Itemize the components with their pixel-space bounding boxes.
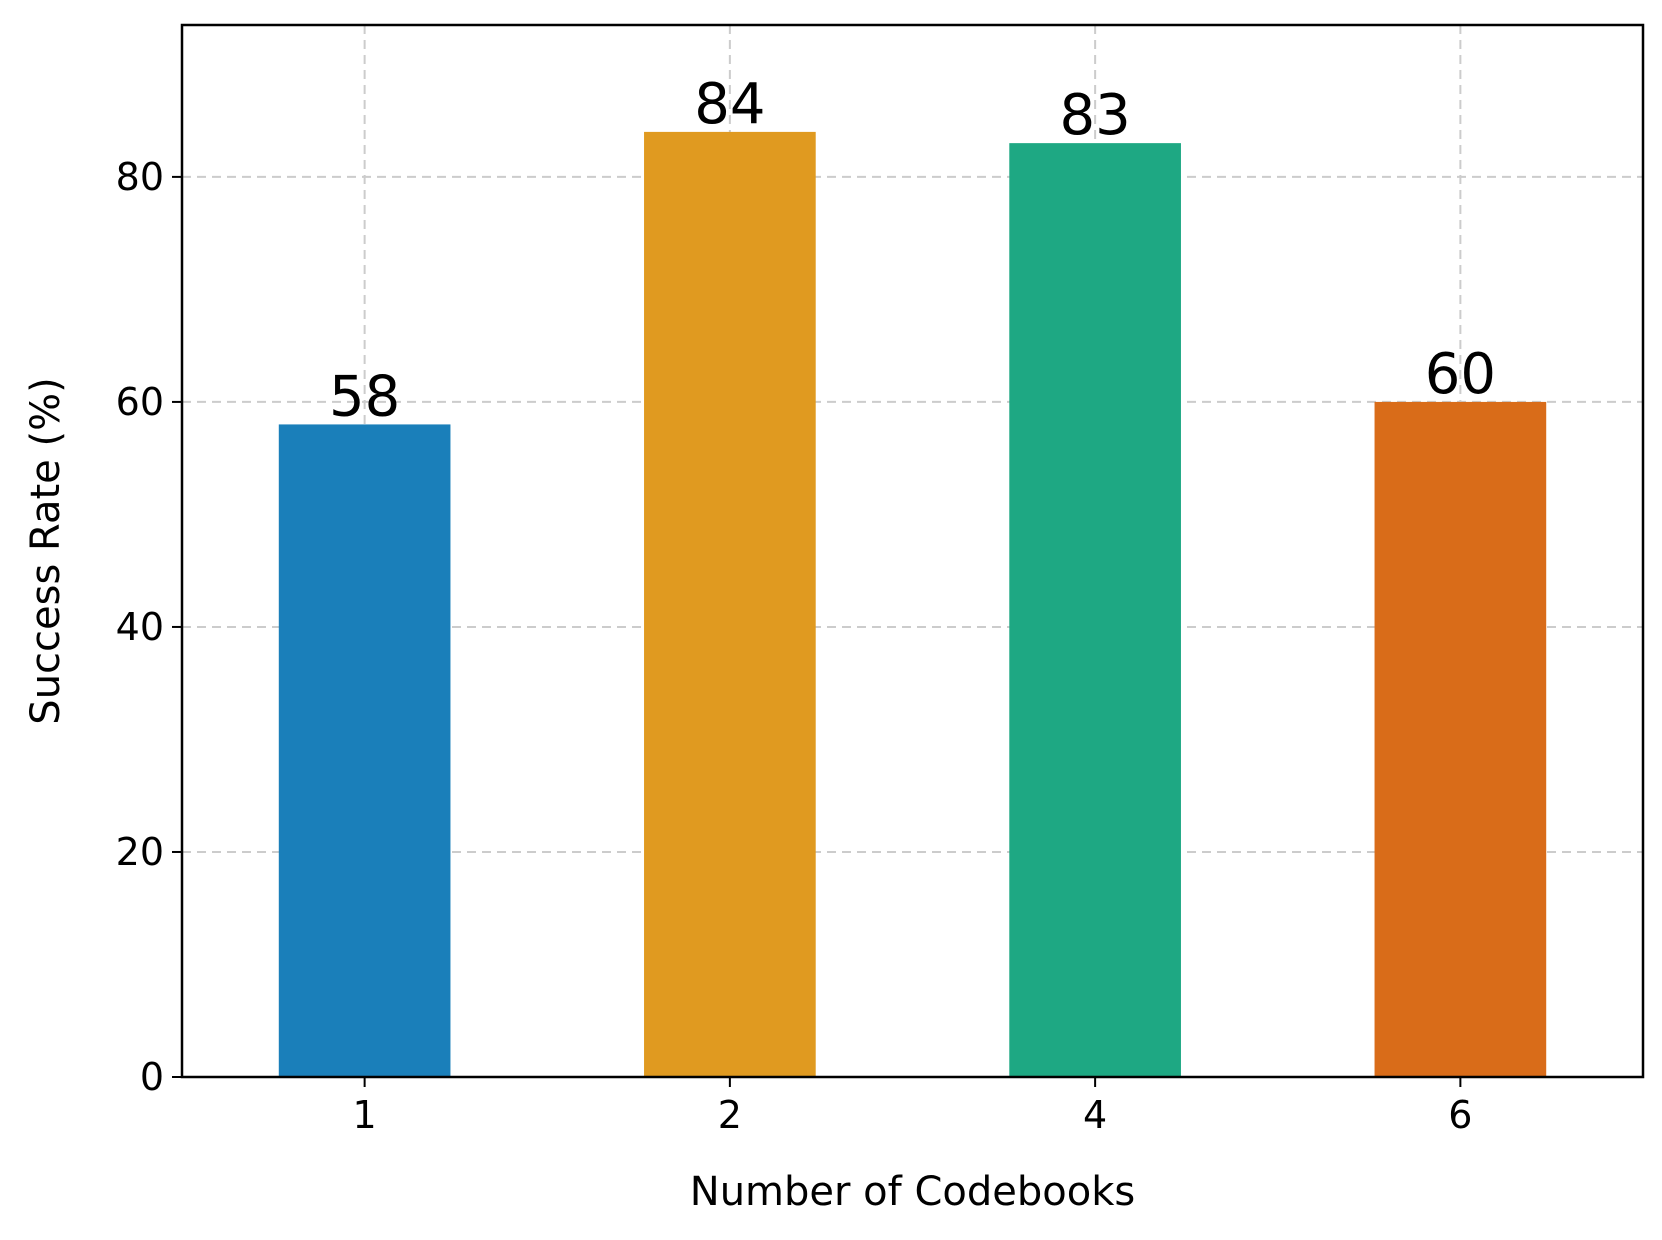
- bar-2: [644, 131, 816, 1077]
- plot-frame: [180, 23, 1645, 1079]
- y-tick-label: 20: [116, 830, 164, 874]
- bar-value-label: 84: [694, 72, 765, 137]
- y-tick-label: 0: [140, 1055, 164, 1099]
- x-tick-label: 4: [1083, 1093, 1107, 1137]
- bar-6: [1374, 401, 1547, 1077]
- y-tick-label: 60: [116, 380, 164, 424]
- bar-1: [278, 424, 451, 1077]
- bar-4: [1009, 143, 1181, 1077]
- bar-value-label: 83: [1059, 83, 1130, 148]
- axis-ticks: 0 20 40 60 80 1 2 4 6: [116, 155, 1473, 1137]
- x-tick-label: 6: [1448, 1093, 1472, 1137]
- x-tick-label: 2: [718, 1093, 742, 1137]
- y-tick-label: 40: [116, 605, 164, 649]
- data-labels: 58 84 83 60: [329, 72, 1496, 430]
- x-axis-label: Number of Codebooks: [690, 1169, 1135, 1215]
- bar-value-label: 58: [329, 364, 400, 429]
- bars: [278, 131, 1547, 1077]
- x-tick-label: 1: [353, 1093, 377, 1137]
- y-tick-label: 80: [116, 155, 164, 199]
- bar-value-label: 60: [1425, 342, 1496, 407]
- y-axis-label: Success Rate (%): [23, 377, 69, 724]
